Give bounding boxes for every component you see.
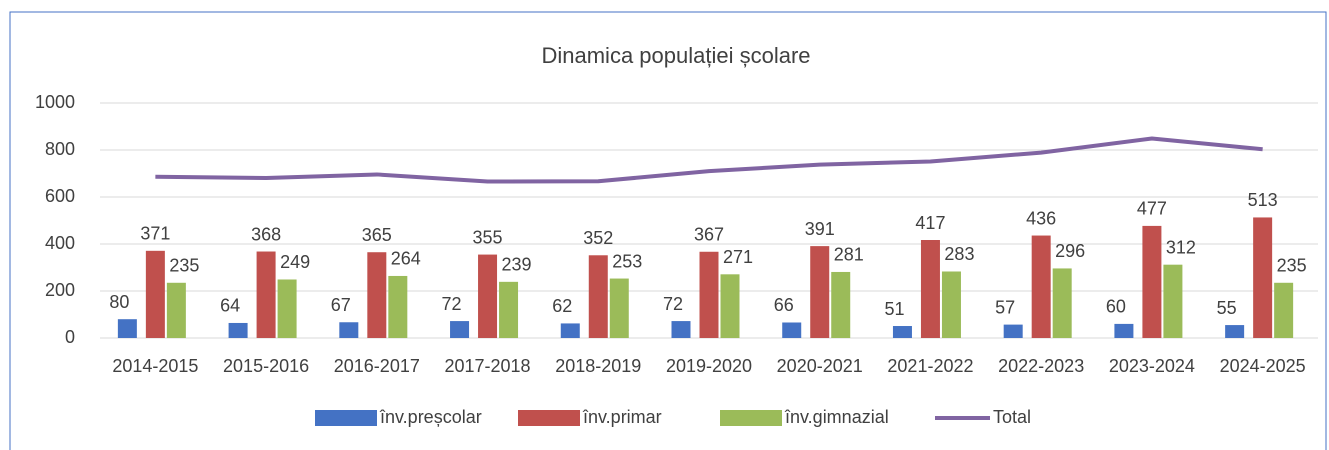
x-tick-label: 2019-2020 (666, 356, 752, 376)
legend-label: înv.gimnazial (784, 407, 889, 427)
bar (1031, 235, 1051, 338)
data-label: 249 (280, 252, 310, 272)
x-tick-label: 2020-2021 (777, 356, 863, 376)
legend-swatch (720, 410, 782, 426)
data-label: 283 (944, 244, 974, 264)
bar (478, 254, 498, 338)
data-label: 296 (1055, 241, 1085, 261)
bar (256, 251, 276, 338)
bar (609, 278, 629, 338)
data-label: 365 (362, 225, 392, 245)
data-label: 513 (1248, 190, 1278, 210)
data-label: 80 (109, 292, 129, 312)
x-tick-label: 2014-2015 (112, 356, 198, 376)
data-label: 51 (884, 299, 904, 319)
data-label: 391 (805, 219, 835, 239)
x-tick-label: 2021-2022 (887, 356, 973, 376)
legend-swatch (315, 410, 377, 426)
legend-swatch (518, 410, 580, 426)
bar (499, 281, 519, 338)
bar (277, 279, 297, 338)
bar (1142, 225, 1162, 338)
bar (941, 271, 961, 338)
data-label: 271 (723, 247, 753, 267)
x-tick-label: 2018-2019 (555, 356, 641, 376)
chart-frame (9, 11, 1327, 450)
data-label: 239 (502, 255, 532, 275)
x-tick-label: 2024-2025 (1220, 356, 1306, 376)
y-tick-label: 1000 (35, 92, 75, 112)
x-tick-label: 2015-2016 (223, 356, 309, 376)
y-tick-label: 800 (45, 139, 75, 159)
x-tick-label: 2016-2017 (334, 356, 420, 376)
bar (720, 274, 740, 338)
bar (699, 251, 719, 338)
bar (117, 319, 137, 338)
bar (1274, 282, 1294, 338)
data-label: 60 (1106, 297, 1126, 317)
bar (892, 326, 912, 338)
data-label: 352 (583, 228, 613, 248)
bar (228, 322, 248, 338)
legend-label: Total (993, 407, 1031, 427)
y-tick-label: 200 (45, 280, 75, 300)
data-label: 417 (915, 213, 945, 233)
data-label: 355 (473, 227, 503, 247)
y-tick-label: 600 (45, 186, 75, 206)
data-label: 64 (220, 296, 240, 316)
data-label: 72 (663, 294, 683, 314)
chart-title: Dinamica populației școlare (541, 43, 810, 68)
data-label: 367 (694, 225, 724, 245)
data-label: 235 (169, 256, 199, 276)
legend-label: înv.preșcolar (379, 407, 482, 427)
bar (1114, 323, 1134, 338)
bar (1163, 264, 1183, 338)
bar (920, 240, 940, 338)
bar (450, 321, 470, 338)
data-label: 368 (251, 224, 281, 244)
bar (1225, 325, 1245, 338)
data-label: 67 (331, 295, 351, 315)
bar (145, 250, 165, 338)
bar (1052, 268, 1072, 338)
data-label: 72 (442, 294, 462, 314)
bar (831, 271, 851, 338)
bar (166, 282, 186, 338)
data-label: 436 (1026, 208, 1056, 228)
data-label: 235 (1277, 256, 1307, 276)
data-label: 371 (140, 224, 170, 244)
data-label: 312 (1166, 237, 1196, 257)
x-tick-label: 2017-2018 (444, 356, 530, 376)
bar (1003, 324, 1023, 338)
data-label: 66 (774, 295, 794, 315)
data-label: 55 (1217, 298, 1237, 318)
x-tick-label: 2023-2024 (1109, 356, 1195, 376)
data-label: 477 (1137, 199, 1167, 219)
bar (782, 322, 802, 338)
bar (810, 246, 830, 338)
data-label: 62 (552, 296, 572, 316)
data-label: 264 (391, 249, 421, 269)
legend-label: înv.primar (582, 407, 662, 427)
data-label: 57 (995, 297, 1015, 317)
bar (1253, 217, 1273, 338)
bar (671, 321, 691, 338)
y-tick-label: 0 (65, 327, 75, 347)
bar (588, 255, 608, 338)
bar (388, 275, 408, 338)
y-tick-label: 400 (45, 233, 75, 253)
bar (367, 252, 387, 338)
data-label: 281 (834, 245, 864, 265)
bar (339, 322, 359, 338)
x-tick-label: 2022-2023 (998, 356, 1084, 376)
line-series (155, 136, 1263, 184)
data-label: 253 (612, 251, 642, 271)
bar (560, 323, 580, 338)
